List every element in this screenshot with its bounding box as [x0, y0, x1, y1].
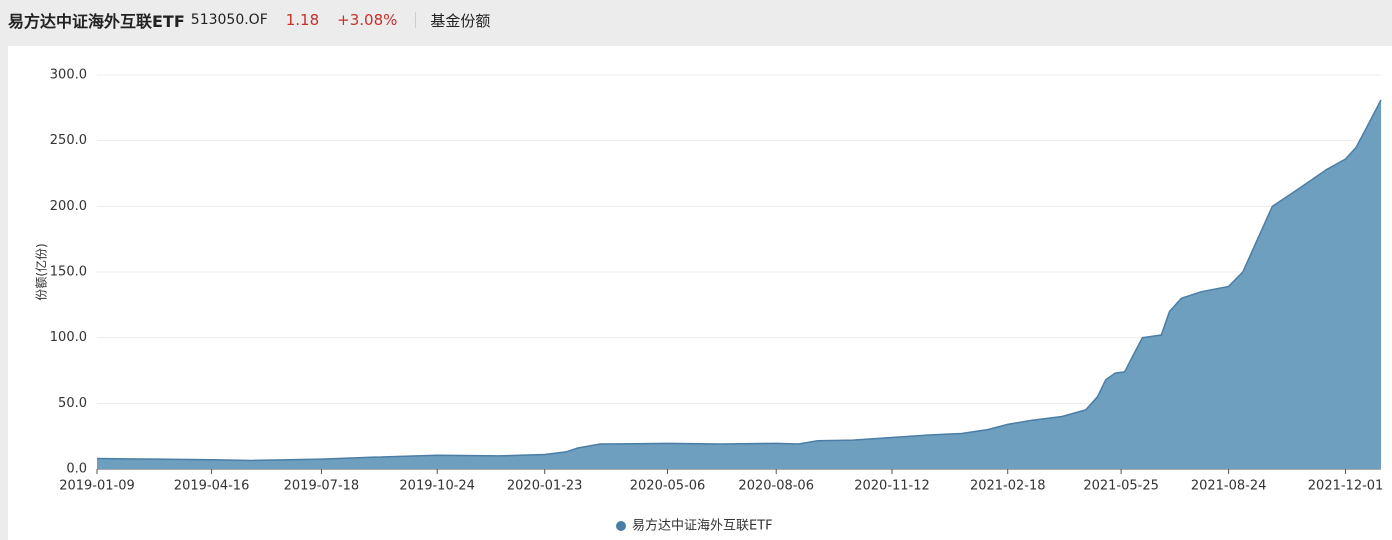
x-tick-label: 2019-04-16 [174, 479, 250, 494]
fund-code: 513050.OF [190, 12, 268, 28]
legend-marker [616, 521, 626, 531]
y-tick-label: 200.0 [50, 199, 87, 214]
x-tick-label: 2019-01-09 [59, 479, 135, 494]
y-tick-label: 300.0 [50, 68, 87, 83]
x-tick-label: 2020-11-12 [854, 479, 930, 494]
area-line [96, 99, 1382, 462]
y-tick-label: 50.0 [58, 396, 87, 411]
x-tick-label: 2019-07-18 [284, 479, 360, 494]
x-tick-label: 2019-10-24 [399, 479, 475, 494]
separator [415, 12, 417, 28]
tab[interactable]: 基金份额 [430, 11, 491, 30]
x-tick-label: 2021-05-25 [1083, 479, 1159, 494]
x-tick-label: 2020-05-06 [630, 479, 706, 494]
x-tick-label: 2020-01-23 [507, 479, 583, 494]
x-tick-label: 2021-08-24 [1191, 479, 1267, 494]
header: 易方达中证海外互联ETF 513050.OF 1.18 +3.08% 基金份额 [0, 0, 1392, 40]
legend-label: 易方达中证海外互联ETF [632, 518, 773, 534]
fund-title: 易方达中证海外互联ETF [8, 12, 185, 31]
price: 1.18 [285, 11, 320, 29]
x-tick-label: 2021-12-01 [1308, 479, 1384, 494]
change: +3.08% [337, 11, 398, 29]
y-tick-label: 150.0 [50, 265, 87, 280]
y-tick-label: 250.0 [50, 133, 87, 148]
y-axis-label: 份额(亿份) [34, 243, 49, 300]
x-tick-label: 2021-02-18 [970, 479, 1046, 494]
area-fill [97, 99, 1381, 469]
y-tick-label: 100.0 [50, 330, 87, 345]
y-tick-label: 0.0 [66, 462, 87, 477]
x-tick-label: 2020-08-06 [738, 479, 814, 494]
